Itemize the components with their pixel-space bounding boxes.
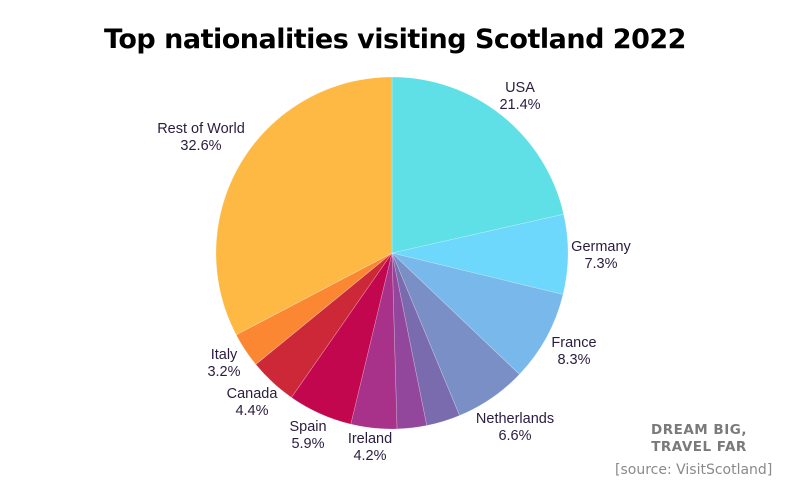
- label-netherlands-pct: 6.6%: [498, 428, 532, 444]
- label-rest-pct: 32.6%: [180, 138, 222, 154]
- label-france: France 8.3%: [551, 335, 596, 369]
- label-ireland-name: Ireland: [347, 431, 393, 447]
- label-rest-name: Rest of World: [157, 121, 245, 137]
- label-netherlands: Netherlands 6.6%: [476, 411, 554, 445]
- chart-title: Top nationalities visiting Scotland 2022: [104, 24, 686, 55]
- pie-slice-canada: [255, 252, 393, 398]
- label-netherlands-name: Netherlands: [475, 411, 555, 427]
- pie-slice-france: [390, 252, 564, 375]
- label-germany: Germany 7.3%: [571, 239, 631, 273]
- label-canada: Canada 4.4%: [227, 386, 278, 420]
- label-italy-pct: 3.2%: [207, 364, 241, 380]
- brand-line-2: TRAVEL FAR: [651, 439, 747, 455]
- pie-slice-unlabeled-5: [391, 252, 428, 430]
- pie-slice-ireland: [350, 252, 398, 430]
- pie-slice-unlabeled-4: [391, 252, 460, 426]
- pie-slice-rest-of-world: [215, 76, 393, 336]
- label-usa-name: USA: [505, 80, 535, 96]
- label-ireland-pct: 4.2%: [353, 448, 387, 464]
- label-germany-pct: 7.3%: [584, 256, 618, 272]
- label-italy: Italy 3.2%: [207, 347, 240, 381]
- label-rest-of-world: Rest of World 32.6%: [157, 121, 245, 155]
- brand-tagline: DREAM BIG, TRAVEL FAR: [651, 422, 747, 456]
- pie-slice-usa: [391, 76, 565, 254]
- label-italy-name: Italy: [210, 347, 238, 363]
- label-france-pct: 8.3%: [557, 352, 591, 368]
- label-spain-pct: 5.9%: [291, 436, 325, 452]
- label-france-name: France: [551, 335, 597, 351]
- brand-line-1: DREAM BIG,: [651, 422, 747, 438]
- pie-slice-spain: [291, 252, 393, 425]
- label-canada-name: Canada: [226, 386, 278, 402]
- label-usa: USA 21.4%: [499, 80, 540, 114]
- pie-slice-germany: [391, 213, 569, 295]
- label-ireland: Ireland 4.2%: [348, 431, 392, 465]
- label-spain: Spain 5.9%: [289, 419, 326, 453]
- source-note: [source: VisitScotland]: [615, 462, 773, 478]
- pie-slice-netherlands: [391, 252, 520, 416]
- label-canada-pct: 4.4%: [235, 403, 269, 419]
- pie-slice-italy: [235, 252, 393, 365]
- label-germany-name: Germany: [571, 239, 631, 255]
- label-spain-name: Spain: [289, 419, 327, 435]
- pie-slices: [215, 76, 569, 430]
- label-usa-pct: 21.4%: [499, 97, 541, 113]
